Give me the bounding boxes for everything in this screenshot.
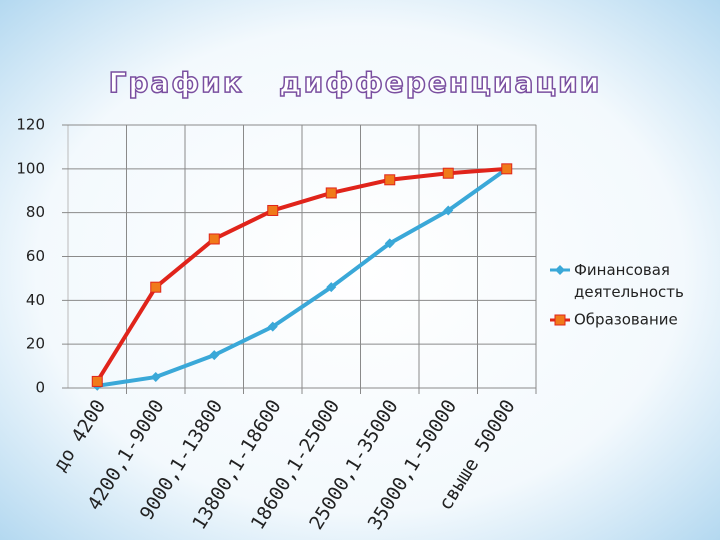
legend-label: Финансовая деятельность xyxy=(574,261,684,301)
point xyxy=(150,281,162,293)
y-tick-label: 40 xyxy=(26,291,45,309)
point xyxy=(208,233,220,245)
point xyxy=(501,163,513,175)
chart-title: График дифференциации xyxy=(109,66,602,99)
point xyxy=(443,205,454,216)
point xyxy=(325,187,337,199)
legend-marker xyxy=(555,265,565,275)
point xyxy=(442,167,454,179)
y-tick-label: 120 xyxy=(16,116,45,134)
legend-label: Образование xyxy=(574,311,678,329)
y-tick-label: 20 xyxy=(26,335,45,353)
legend-line: деятельность xyxy=(574,283,684,301)
y-tick-label: 80 xyxy=(26,203,45,221)
point xyxy=(150,372,161,383)
point xyxy=(384,238,395,249)
point xyxy=(267,204,279,216)
point xyxy=(267,321,278,332)
point xyxy=(91,375,103,387)
legend-line: Финансовая xyxy=(574,261,670,279)
point xyxy=(384,174,396,186)
legend-marker xyxy=(554,314,566,326)
y-tick-label: 0 xyxy=(35,379,45,397)
point xyxy=(326,282,337,293)
y-tick-label: 60 xyxy=(26,247,45,265)
y-tick-label: 100 xyxy=(16,159,45,177)
point xyxy=(209,350,220,361)
series-line xyxy=(95,166,507,383)
series-line xyxy=(96,167,508,388)
